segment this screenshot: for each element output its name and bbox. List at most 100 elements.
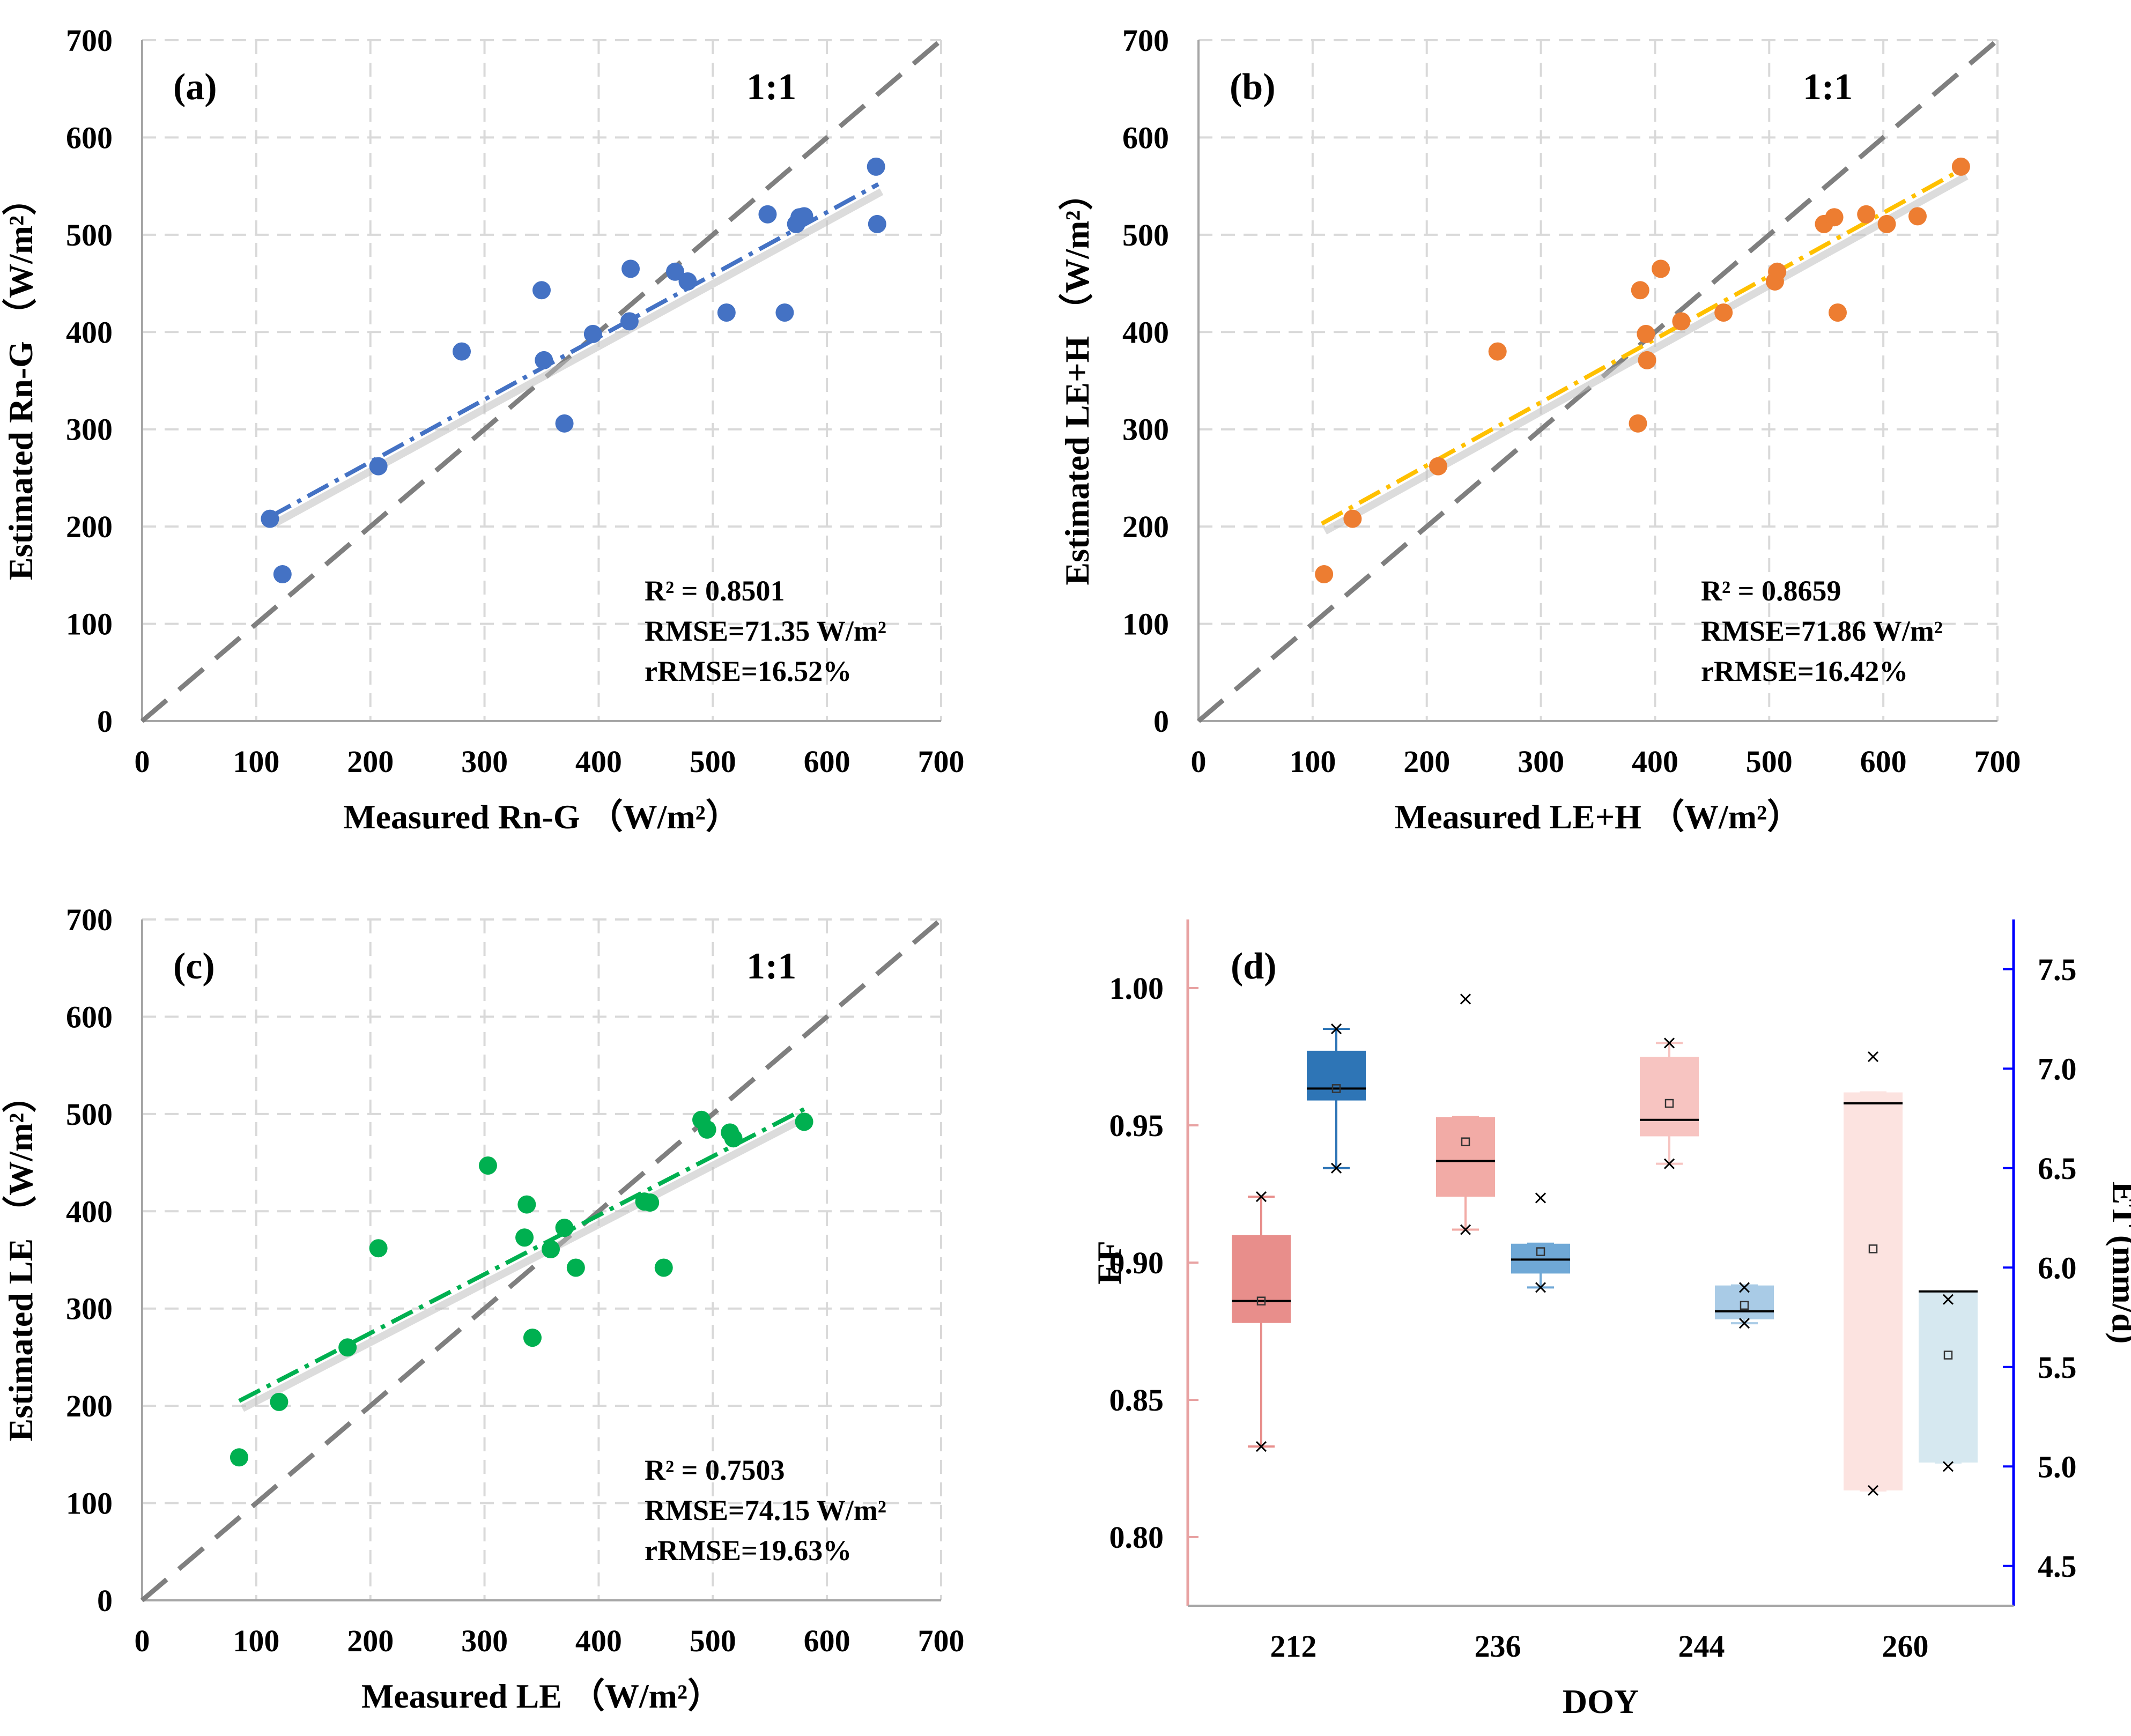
box-panel-d: 0.80 0.85 0.90 0.95 1.00 4.5 5.0 5.5 6.0 6.5 7.0 7.… [1090,919,2131,1720]
stat-text: rRMSE=16.52% [645,655,852,687]
data-point [641,1193,660,1212]
y-tick-label: 300 [66,1292,113,1326]
fit-line [238,1107,805,1403]
right-tick-label: 5.0 [2038,1449,2077,1484]
stat-text: rRMSE=16.42% [1701,655,1908,687]
extreme-marker [1738,1318,1750,1329]
y-tick-label: 500 [1122,218,1169,253]
data-point [1629,414,1647,433]
stat-text: R² = 0.8501 [645,575,785,607]
x-tick-label: 100 [1289,744,1336,779]
y-tick-label: 400 [66,315,113,350]
data-point [621,259,640,278]
box-body [1844,1092,1903,1490]
panel-label: (a) [173,66,217,108]
box-body [1640,1057,1699,1137]
left-tick-label: 0.85 [1109,1383,1164,1418]
x-tick-label: 500 [1746,744,1793,779]
data-point [717,303,736,322]
x-tick-label: 700 [918,1623,965,1658]
box-mean-marker [1256,1296,1266,1305]
data-point [868,214,886,233]
right-tick-label: 6.5 [2038,1151,2077,1186]
y-tick-label: 0 [1153,704,1169,739]
x-category-label: 260 [1882,1629,1929,1664]
y-tick-label: 400 [1122,315,1169,350]
x-category-label: 236 [1475,1629,1521,1664]
extreme-marker [1460,1224,1471,1235]
x-axis-title: Measured Rn-G （W/m²） [343,798,740,836]
data-point [666,262,685,281]
one-to-one-label: 1:1 [1803,66,1853,108]
extreme-marker [1330,1162,1342,1174]
x-tick-label: 200 [1403,744,1450,779]
y-tick-label: 0 [97,1583,113,1618]
data-point [273,565,292,584]
box-260 [1919,1290,1978,1472]
x-axis-title: Measured LE （W/m²） [361,1677,722,1715]
extreme-marker [1330,1023,1342,1035]
y-tick-label: 100 [66,607,113,642]
x-tick-label: 500 [690,744,736,779]
x-tick-label: 200 [347,1623,394,1658]
x-tick-label: 600 [804,1623,850,1658]
y-tick-label: 600 [1122,120,1169,155]
x-tick-label: 0 [135,744,150,779]
data-point [566,1258,585,1277]
x-axis-title: DOY [1563,1682,1639,1720]
data-point [698,1120,716,1139]
x-tick-label: 400 [1632,744,1678,779]
y-tick-label: 700 [66,902,113,937]
left-tick-label: 0.80 [1109,1520,1164,1555]
data-point [1829,303,1847,322]
data-point [270,1392,288,1411]
one-to-one-line [1197,38,1999,723]
data-point [261,509,279,528]
data-point [1631,281,1649,300]
data-point [369,457,388,476]
data-point [1488,342,1507,361]
extreme-marker [1867,1485,1879,1496]
right-tick-label: 4.5 [2038,1549,2077,1584]
y-tick-label: 400 [66,1194,113,1229]
y-axis-title: Estimated LE （W/m²） [2,1079,40,1442]
one-to-one-label: 1:1 [746,66,796,108]
one-to-one-label: 1:1 [746,946,796,987]
data-point [795,1112,813,1131]
extreme-marker [1255,1441,1267,1452]
box-mean-marker [1331,1084,1341,1093]
x-tick-label: 300 [1518,744,1564,779]
scatter-panel-c: 0 100 200 300 400 500 600 700 0 100 200 300 400 500 60… [2,902,965,1715]
data-point [775,303,794,322]
y-tick-label: 100 [1122,607,1169,642]
data-point [555,414,574,433]
y-tick-label: 500 [66,1097,113,1132]
box-244 [1640,1037,1699,1169]
extreme-marker [1867,1051,1879,1063]
data-point [1877,214,1896,233]
box-mean-marker [1868,1244,1878,1253]
panel-label: (d) [1231,946,1277,987]
x-category-label: 244 [1678,1629,1725,1664]
x-tick-label: 700 [1974,744,2021,779]
stat-text: RMSE=71.86 W/m² [1701,615,1943,647]
x-tick-label: 0 [135,1623,150,1658]
panel-label: (b) [1230,66,1276,108]
x-tick-label: 0 [1191,744,1207,779]
data-point [453,342,471,361]
data-point [535,351,553,369]
right-tick-label: 7.0 [2038,1051,2077,1086]
stat-text: RMSE=71.35 W/m² [645,615,886,647]
x-tick-label: 600 [1860,744,1907,779]
y-tick-label: 600 [66,120,113,155]
one-to-one-line [140,38,943,723]
data-point [654,1258,673,1277]
x-tick-label: 400 [575,744,622,779]
extreme-marker [1942,1294,1954,1305]
left-tick-label: 0.95 [1109,1108,1164,1143]
y-tick-label: 200 [66,1389,113,1423]
data-point [1343,509,1362,528]
data-point [758,205,777,224]
x-tick-label: 500 [690,1623,736,1658]
